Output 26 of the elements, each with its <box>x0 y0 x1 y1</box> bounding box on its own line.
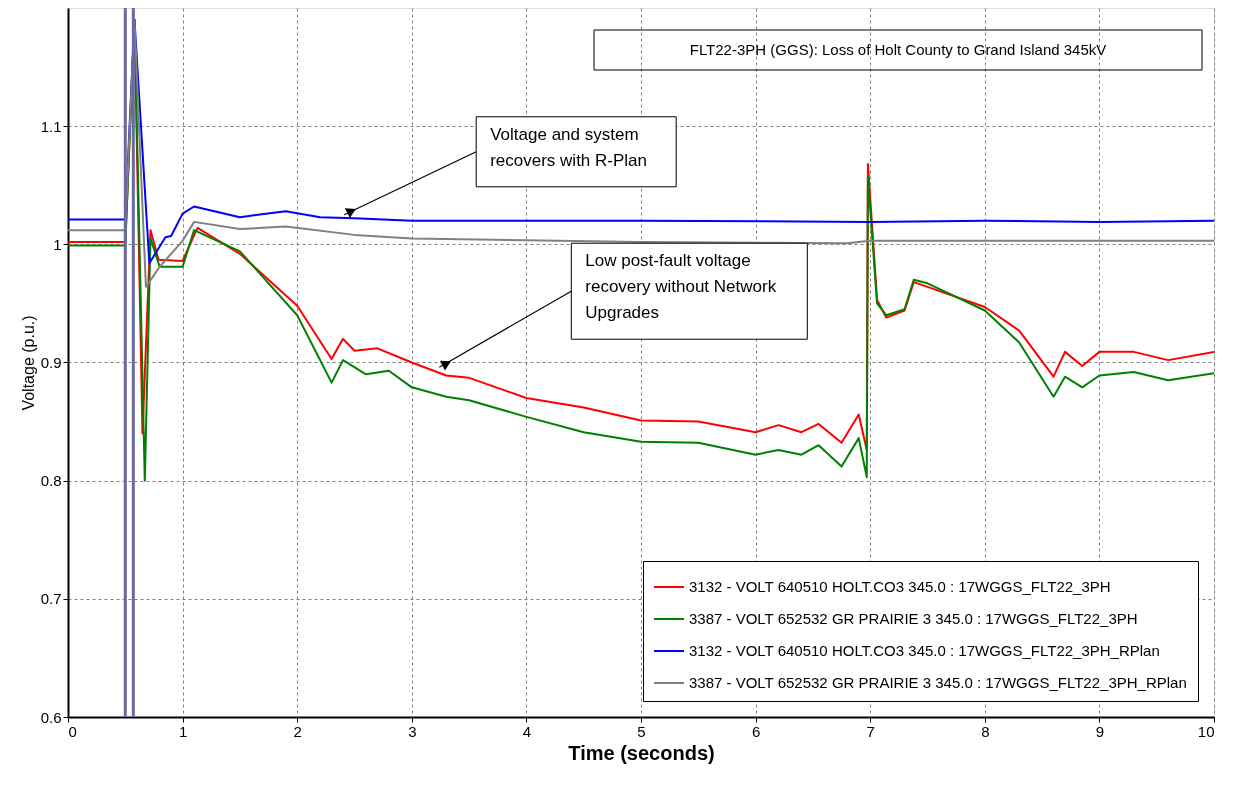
x-tick-label: 10 <box>1197 722 1215 740</box>
y-tick-label: 1 <box>53 235 62 253</box>
x-tick-label: 1 <box>178 722 188 740</box>
x-axis-title: Time (seconds) <box>568 741 715 764</box>
annotation: Voltage and system recovers with R-Plan <box>490 124 648 170</box>
x-tick-label: 8 <box>981 722 990 740</box>
y-tick-label: 0.7 <box>40 590 62 608</box>
y-axis-title: Voltage (p.u.) <box>19 315 37 411</box>
legend-label: 3387 - VOLT 652532 GR PRAIRIE 3 345.0 : 17WGGS_FLT22_3PH_RPlan <box>689 674 1187 691</box>
x-tick-label: 7 <box>866 722 875 740</box>
y-tick-label: 0.9 <box>40 354 62 371</box>
x-tick-label: 2 <box>293 722 302 740</box>
x-tick-label: 9 <box>1095 722 1105 740</box>
annotation: Low post-fault voltage recovery without Network Upgrades <box>585 251 777 323</box>
legend-label: 3132 - VOLT 640510 HOLT.CO3 345.0 : 17WGGS_FLT22_3PH_RPlan <box>689 642 1160 659</box>
x-tick-label: 5 <box>637 722 646 740</box>
x-tick-label: 6 <box>751 722 761 740</box>
y-tick-label: 0.8 <box>40 472 62 490</box>
y-tick-label: 1.1 <box>40 117 62 135</box>
legend-label: 3132 - VOLT 640510 HOLT.CO3 345.0 : 17WGGS_FLT22_3PH <box>689 578 1111 595</box>
x-tick-label: 0 <box>68 722 77 740</box>
y-tick-label: 0.6 <box>40 708 62 726</box>
x-tick-label: 3 <box>408 722 417 740</box>
legend-label: 3387 - VOLT 652532 GR PRAIRIE 3 345.0 : 17WGGS_FLT22_3PH <box>689 610 1138 627</box>
text: FLT22-3PH (GGS): Loss of Holt County to Grand Island 345kV <box>689 41 1107 58</box>
x-tick-label: 4 <box>522 722 532 740</box>
